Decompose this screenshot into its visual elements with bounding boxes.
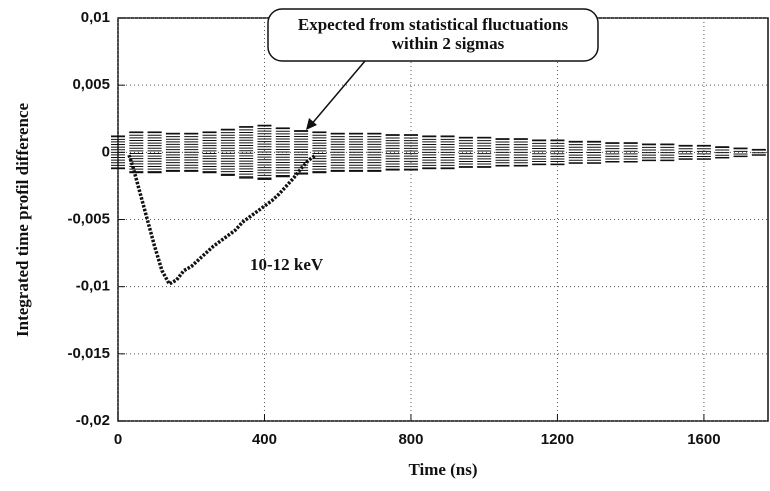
error-bar <box>257 124 272 180</box>
error-bar <box>422 135 437 170</box>
y-tick-label: -0,01 <box>76 278 110 295</box>
x-tick-label: 1600 <box>687 431 720 448</box>
annotation-arrow <box>309 60 366 127</box>
x-tick-label: 400 <box>252 431 277 448</box>
error-bar <box>111 135 125 170</box>
y-tick-label: -0,015 <box>67 345 110 362</box>
error-bar <box>403 134 418 171</box>
curve-label: 10-12 keV <box>250 255 324 274</box>
x-axis-title: Time (ns) <box>408 460 477 479</box>
error-bar <box>165 132 180 172</box>
error-bar <box>641 143 656 162</box>
error-bar <box>696 144 711 160</box>
data-curve <box>127 153 317 287</box>
error-bar <box>330 132 345 172</box>
error-bar <box>275 127 290 178</box>
error-bar <box>367 132 382 172</box>
annotation-text: Expected from statistical fluctuations <box>298 15 569 34</box>
annotation-text: within 2 sigmas <box>392 34 505 53</box>
error-bar <box>660 143 675 162</box>
error-bar <box>550 139 565 166</box>
error-bar <box>568 140 583 164</box>
error-bar <box>678 144 693 160</box>
error-bar <box>440 135 455 170</box>
error-bar <box>147 131 162 174</box>
y-tick-label: -0,005 <box>67 210 110 227</box>
error-bar <box>385 134 400 171</box>
y-tick-label: 0,005 <box>72 76 110 93</box>
annotation-box <box>267 8 599 62</box>
error-bar <box>184 132 199 172</box>
y-tick-label: -0,02 <box>76 412 110 429</box>
error-bar <box>477 136 492 168</box>
error-bar <box>202 131 217 174</box>
x-tick-label: 800 <box>398 431 423 448</box>
y-tick-label: 0 <box>102 143 110 160</box>
error-bar <box>458 136 473 168</box>
error-bar <box>495 138 510 167</box>
error-bar <box>587 140 602 164</box>
error-bar <box>513 138 528 167</box>
error-bar <box>532 139 547 166</box>
error-bar <box>239 126 254 179</box>
error-bar <box>623 142 638 163</box>
error-bar <box>605 142 620 163</box>
error-bar <box>312 131 327 174</box>
error-bar <box>129 131 144 174</box>
y-tick-label: 0,01 <box>81 9 110 26</box>
x-tick-label: 0 <box>114 431 122 448</box>
x-tick-label: 1200 <box>541 431 574 448</box>
error-bar <box>349 132 364 172</box>
arrow-head <box>306 118 317 130</box>
y-axis-title: Integrated time profil difference <box>13 103 32 337</box>
error-bar <box>751 148 766 156</box>
error-bar <box>715 146 730 159</box>
error-bar <box>220 128 235 176</box>
error-bar <box>733 147 748 158</box>
